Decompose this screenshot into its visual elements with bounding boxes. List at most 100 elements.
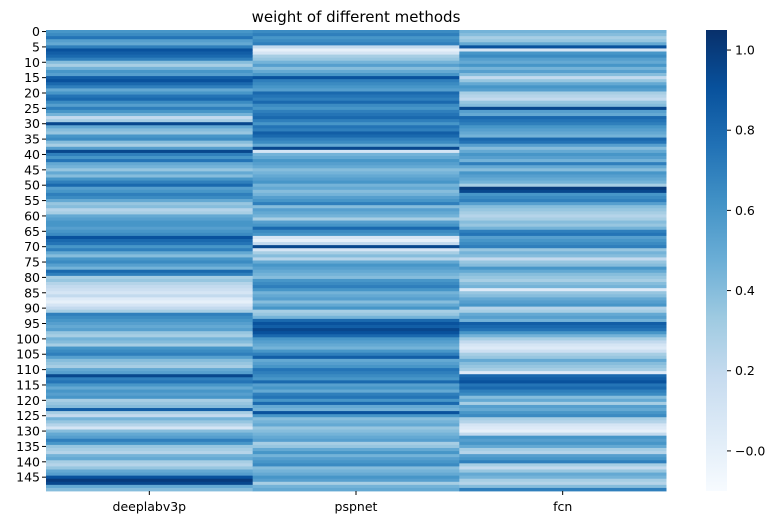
- heatmap-cell: [46, 404, 254, 409]
- heatmap-cells: [46, 30, 667, 492]
- heatmap-cell: [252, 100, 460, 105]
- heatmap-cell: [252, 226, 460, 231]
- heatmap-cell: [46, 39, 254, 43]
- heatmap-cell: [252, 404, 460, 409]
- heatmap-cell: [46, 238, 254, 243]
- heatmap-cell: [252, 355, 460, 360]
- heatmap-cell: [46, 435, 254, 440]
- heatmap-cell: [46, 374, 254, 378]
- y-tick-label: 130: [16, 424, 40, 439]
- y-tick-label: 20: [24, 86, 40, 101]
- heatmap-cell: [252, 318, 460, 323]
- heatmap-cell: [459, 134, 667, 138]
- heatmap-cell: [252, 103, 460, 108]
- heatmap-cell: [252, 469, 460, 473]
- heatmap-cell: [459, 220, 667, 225]
- heatmap-cell: [459, 334, 667, 338]
- heatmap-cell: [252, 411, 460, 415]
- heatmap-cell: [459, 383, 667, 387]
- heatmap-cell: [459, 269, 667, 274]
- heatmap-cell: [459, 195, 667, 200]
- heatmap-cell: [252, 106, 460, 111]
- heatmap-cell: [46, 291, 254, 295]
- heatmap-cell: [252, 183, 460, 188]
- heatmap-cell: [252, 451, 460, 455]
- y-tick-label: 75: [24, 255, 40, 270]
- heatmap-cell: [46, 232, 254, 237]
- heatmap-cell: [459, 51, 667, 55]
- heatmap-cell: [46, 211, 254, 215]
- heatmap-cell: [46, 235, 254, 240]
- heatmap-cell: [46, 195, 254, 200]
- heatmap-cell: [46, 377, 254, 381]
- heatmap-cell: [252, 51, 460, 55]
- heatmap-cell: [46, 383, 254, 387]
- heatmap-cell: [252, 199, 460, 203]
- heatmap-cell: [46, 420, 254, 424]
- heatmap-cell: [252, 475, 460, 480]
- heatmap-cell: [46, 63, 254, 68]
- heatmap-cell: [459, 288, 667, 292]
- heatmap-cell: [46, 417, 254, 421]
- heatmap-cell: [459, 484, 667, 489]
- heatmap-cell: [46, 162, 254, 166]
- heatmap-cell: [252, 134, 460, 138]
- heatmap-cell: [459, 152, 667, 157]
- heatmap-cell: [252, 306, 460, 311]
- heatmap-cell: [46, 315, 254, 320]
- heatmap-cell: [46, 60, 254, 65]
- heatmap-cell: [459, 377, 667, 381]
- heatmap-cell: [459, 309, 667, 314]
- heatmap-cell: [252, 383, 460, 387]
- heatmap-cell: [252, 374, 460, 378]
- heatmap-cell: [252, 420, 460, 424]
- heatmap-cell: [459, 171, 667, 175]
- heatmap-cell: [46, 426, 254, 430]
- heatmap-cell: [46, 275, 254, 280]
- heatmap-cell: [252, 309, 460, 314]
- y-tick-label: 35: [24, 132, 40, 147]
- heatmap-cell: [459, 337, 667, 341]
- y-tick-label: 85: [24, 285, 40, 300]
- heatmap-cell: [46, 368, 254, 372]
- heatmap-cell: [459, 202, 667, 206]
- heatmap-cell: [459, 404, 667, 409]
- heatmap-cell: [252, 457, 460, 461]
- heatmap-cell: [46, 226, 254, 231]
- y-tick-label: 5: [32, 39, 40, 54]
- heatmap-cell: [252, 88, 460, 92]
- heatmap-cell: [252, 340, 460, 344]
- heatmap-cell: [252, 389, 460, 394]
- heatmap-cell: [459, 85, 667, 89]
- heatmap-cell: [459, 146, 667, 151]
- heatmap-cell: [459, 444, 667, 449]
- heatmap-cell: [459, 306, 667, 311]
- heatmap-cell: [252, 165, 460, 169]
- heatmap-cell: [46, 140, 254, 145]
- heatmap-cell: [252, 429, 460, 433]
- heatmap-cell: [46, 143, 254, 148]
- heatmap-cell: [252, 229, 460, 234]
- colorbar-tick-label: −0.0: [735, 443, 765, 458]
- heatmap-cell: [252, 189, 460, 194]
- heatmap-cell: [46, 165, 254, 169]
- heatmap-cell: [252, 122, 460, 126]
- heatmap-cell: [46, 285, 254, 289]
- heatmap-cell: [252, 454, 460, 458]
- heatmap-cell: [46, 33, 254, 37]
- heatmap-cell: [252, 401, 460, 406]
- heatmap-cell: [459, 205, 667, 209]
- heatmap-cell: [459, 475, 667, 480]
- heatmap-cell: [459, 165, 667, 169]
- heatmap-cell: [46, 174, 254, 178]
- heatmap-cell: [459, 441, 667, 446]
- x-tick-label: fcn: [553, 499, 572, 514]
- heatmap-cell: [252, 417, 460, 421]
- heatmap-cell: [459, 45, 667, 49]
- heatmap-cell: [459, 159, 667, 163]
- heatmap-cell: [459, 282, 667, 286]
- heatmap-cell: [46, 472, 254, 477]
- heatmap-cell: [252, 361, 460, 366]
- heatmap-cell: [459, 297, 667, 301]
- heatmap-cell: [46, 106, 254, 111]
